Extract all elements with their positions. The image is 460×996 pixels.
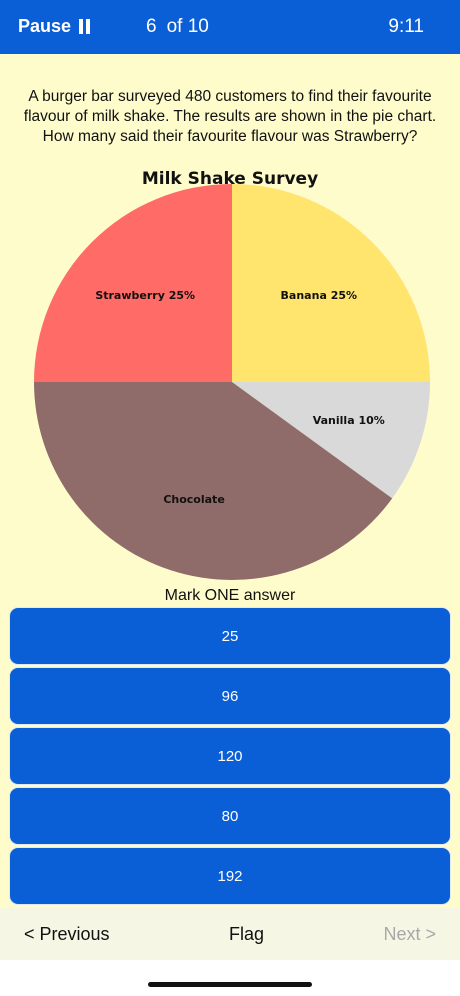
previous-button[interactable]: < Previous <box>24 924 110 944</box>
pie-slice-4 <box>34 184 232 382</box>
timer: 9:11 <box>388 16 424 37</box>
pie-slice-2 <box>232 382 430 499</box>
chart-title: Milk Shake Survey <box>142 169 318 189</box>
pie-slice-1 <box>232 184 430 382</box>
pie-label-3: Chocolate <box>163 493 224 506</box>
next-button[interactable]: Next > <box>383 924 436 944</box>
pie-label-1: Banana 25% <box>281 289 357 302</box>
bottom-nav: < Previous Flag Next > <box>0 908 460 960</box>
pie-chart-svg: Milk Shake Survey Banana 25% Vanilla 10% C… <box>34 169 430 580</box>
answer-option-5[interactable]: 192 <box>9 847 451 905</box>
answer-option-2[interactable]: 96 <box>9 667 451 725</box>
pie-slice-3 <box>34 382 393 580</box>
question-text: A burger bar surveyed 480 customers to f… <box>23 88 437 145</box>
pause-button[interactable]: Pause <box>18 16 91 37</box>
pause-label: Pause <box>18 16 72 36</box>
home-indicator[interactable] <box>148 982 312 987</box>
counter-current: 6 <box>146 16 157 37</box>
answer-option-3[interactable]: 120 <box>9 727 451 785</box>
flag-button[interactable]: Flag <box>229 924 265 944</box>
home-area <box>0 960 460 996</box>
counter-total: of 10 <box>166 16 209 37</box>
top-bar: Pause 6 of 10 9:11 <box>0 0 460 54</box>
answer-option-4[interactable]: 80 <box>9 787 451 845</box>
answer-option-1[interactable]: 25 <box>9 607 451 665</box>
answer-list: 25 96 120 80 192 <box>9 607 451 907</box>
pie-label-2: Vanilla 10% <box>313 414 385 427</box>
question-counter: 6 of 10 <box>146 16 209 38</box>
instruction-text: Mark ONE answer <box>164 587 296 604</box>
pie-label-4: Strawberry 25% <box>95 289 195 302</box>
pie-chart: Milk Shake Survey Banana 25% Vanilla 10% C… <box>30 160 435 585</box>
pause-icon <box>79 19 91 34</box>
